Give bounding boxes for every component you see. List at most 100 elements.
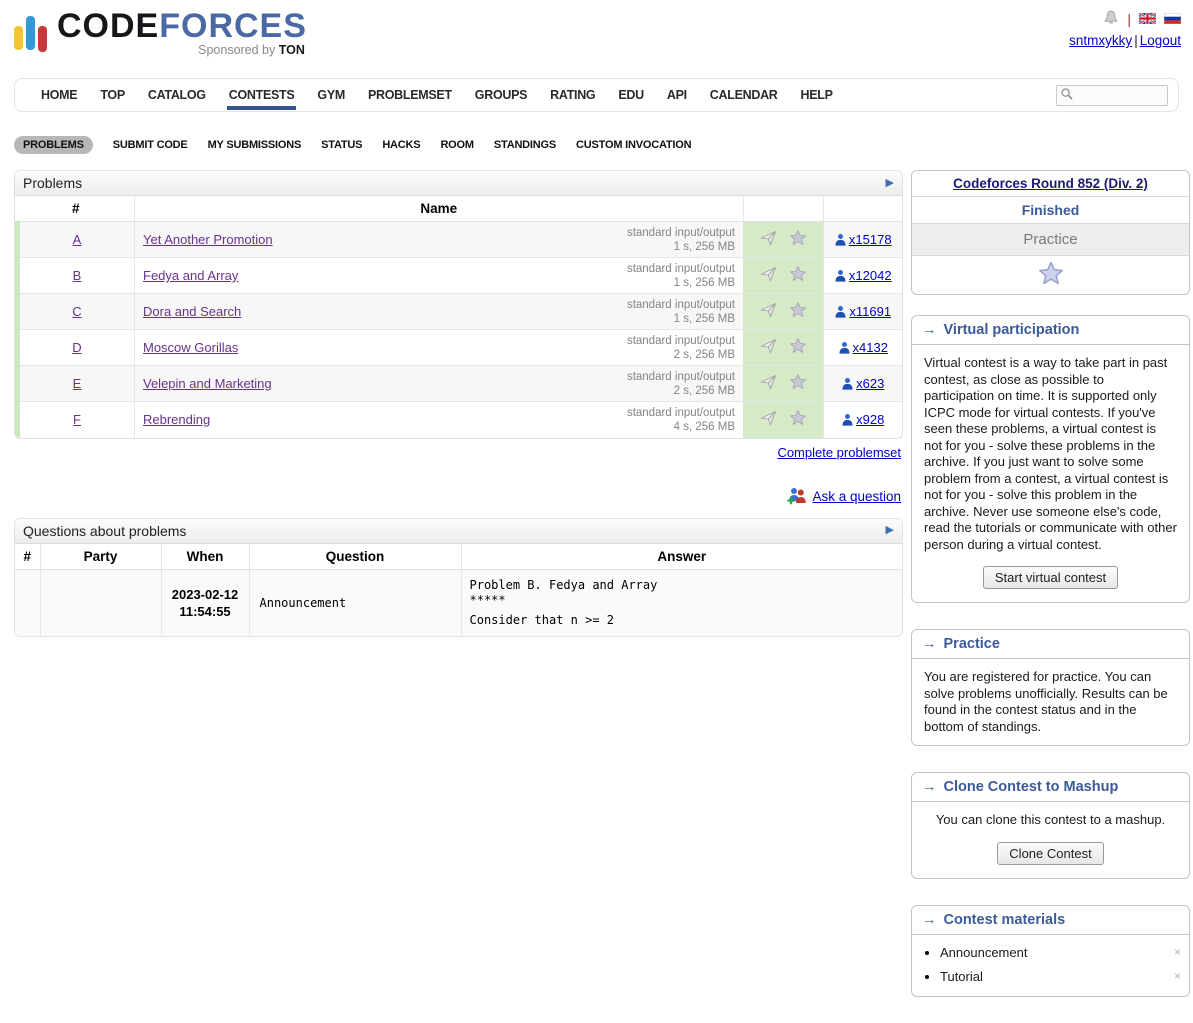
nav-item-contests[interactable]: CONTESTS <box>226 88 297 110</box>
solved-count-link[interactable]: x12042 <box>848 268 892 283</box>
problem-limits: standard input/output 1 s, 256 MB <box>626 298 735 325</box>
problem-index-link[interactable]: E <box>72 376 82 391</box>
clone-contest-text: You can clone this contest to a mashup. <box>935 812 1166 827</box>
nav-item-edu[interactable]: EDU <box>618 88 644 102</box>
subnav-room[interactable]: ROOM <box>440 139 474 151</box>
submit-plane-icon[interactable] <box>760 265 778 286</box>
subnav-custom-invocation[interactable]: CUSTOM INVOCATION <box>576 139 692 151</box>
problem-name-link[interactable]: Velepin and Marketing <box>143 376 272 391</box>
nav-item-rating[interactable]: RATING <box>550 88 596 102</box>
favorite-star-icon[interactable] <box>789 337 806 357</box>
submit-plane-icon[interactable] <box>760 337 778 358</box>
material-announcement-link[interactable]: Announcement <box>940 944 1028 960</box>
ask-question-link[interactable]: Ask a question <box>812 489 901 504</box>
nav-item-groups[interactable]: GROUPS <box>474 88 528 102</box>
contest-materials-title: Contest materials <box>943 911 1066 928</box>
subnav-hacks[interactable]: HACKS <box>382 139 421 151</box>
virtual-participation-text: Virtual contest is a way to take part in… <box>924 355 1177 552</box>
virtual-participation-title: Virtual participation <box>943 322 1080 338</box>
questions-col-answer: Answer <box>460 543 902 570</box>
problem-name-link[interactable]: Dora and Search <box>143 304 242 319</box>
nav-item-calendar[interactable]: CALENDAR <box>709 88 778 102</box>
questions-filter-arrow-icon[interactable]: ▶ <box>885 524 894 536</box>
nav-item-api[interactable]: API <box>666 88 687 102</box>
submit-plane-icon[interactable] <box>760 229 778 250</box>
favorite-star-icon[interactable] <box>789 301 806 321</box>
subnav-status[interactable]: STATUS <box>321 139 363 151</box>
nav-item-top[interactable]: TOP <box>100 88 125 102</box>
submit-plane-icon[interactable] <box>760 301 778 322</box>
problem-name-link[interactable]: Moscow Gorillas <box>143 340 239 355</box>
problem-name-link[interactable]: Fedya and Array <box>143 268 239 283</box>
problem-row: E Velepin and Marketing standard input/ou… <box>15 365 902 402</box>
problem-name-link[interactable]: Rebrending <box>143 412 211 428</box>
clone-contest-title: Clone Contest to Mashup <box>943 779 1119 795</box>
contest-favorite-star-icon[interactable] <box>1038 261 1064 289</box>
contest-title-link[interactable]: Codeforces Round 852 (Div. 2) <box>953 176 1148 191</box>
solved-count-link[interactable]: x4132 <box>852 340 888 355</box>
search-input[interactable] <box>1074 87 1162 104</box>
nav-item-gym[interactable]: GYM <box>317 88 345 102</box>
notification-bell-icon[interactable] <box>1103 10 1119 29</box>
problem-row: A Yet Another Promotion standard input/ou… <box>15 221 902 258</box>
question-answer: Problem B. Fedya and Array ***** Conside… <box>460 568 902 636</box>
start-virtual-contest-button[interactable]: Start virtual contest <box>982 566 1119 589</box>
logout-link[interactable]: Logout <box>1139 33 1181 48</box>
questions-col-when: When <box>160 543 249 570</box>
codeforces-logo-link[interactable]: CODEFORCES Sponsored by TON <box>14 8 307 78</box>
username-link[interactable]: sntmxykky <box>1069 33 1133 48</box>
problems-filter-arrow-icon[interactable]: ▶ <box>885 176 894 189</box>
submit-plane-icon[interactable] <box>760 409 778 430</box>
subnav-problems[interactable]: PROBLEMS <box>14 136 93 154</box>
problem-name-link[interactable]: Yet Another Promotion <box>143 232 273 247</box>
problems-col-solved <box>822 196 902 222</box>
favorite-star-icon[interactable] <box>789 373 806 393</box>
subnav-my-submissions[interactable]: MY SUBMISSIONS <box>207 139 302 151</box>
practice-box: → Practice You are registered for practi… <box>911 629 1190 746</box>
logo-wordmark: CODEFORCES <box>57 7 307 45</box>
nav-item-home[interactable]: HOME <box>41 88 78 102</box>
questions-table: # Party When Question Answer 2023-02-12 … <box>15 543 902 636</box>
page-header: CODEFORCES Sponsored by TON | <box>0 0 1193 78</box>
problem-index-link[interactable]: D <box>72 340 82 355</box>
ask-question-people-icon <box>787 486 807 508</box>
close-icon[interactable]: × <box>1173 944 1181 959</box>
problem-limits: standard input/output 2 s, 256 MB <box>626 370 735 397</box>
clone-contest-button[interactable]: Clone Contest <box>997 841 1104 865</box>
contest-info-box: Codeforces Round 852 (Div. 2) Finished P… <box>911 170 1190 295</box>
virtual-participation-box: → Virtual participation Virtual contest … <box>911 315 1190 603</box>
close-icon[interactable]: × <box>1173 968 1181 983</box>
nav-item-problemset[interactable]: PROBLEMSET <box>367 88 452 102</box>
problem-index-link[interactable]: C <box>72 304 82 319</box>
submit-plane-icon[interactable] <box>760 373 778 394</box>
favorite-star-icon[interactable] <box>789 265 806 285</box>
material-tutorial-link[interactable]: Tutorial <box>940 968 983 984</box>
favorite-star-icon[interactable] <box>789 410 806 429</box>
contest-status: Finished <box>912 197 1189 224</box>
complete-problemset-link[interactable]: Complete problemset <box>777 444 901 460</box>
questions-panel-title: Questions about problems <box>23 522 187 539</box>
problems-panel-title: Problems <box>23 175 83 191</box>
favorite-star-icon[interactable] <box>789 229 806 249</box>
subnav-standings[interactable]: STANDINGS <box>493 139 557 151</box>
question-index <box>15 568 40 636</box>
questions-col-question: Question <box>248 543 461 570</box>
problem-index-link[interactable]: A <box>72 232 82 247</box>
solved-count-link[interactable]: x15178 <box>848 232 892 247</box>
problem-index-link[interactable]: B <box>72 268 82 283</box>
language-russian-flag-icon[interactable] <box>1163 12 1182 27</box>
material-item-tutorial: Tutorial × <box>940 969 1189 984</box>
solved-count-link[interactable]: x11691 <box>849 304 892 319</box>
problems-panel: Problems ▶ # Name A Yet Another P <box>14 170 903 439</box>
subnav-submit-code[interactable]: SUBMIT CODE <box>112 139 188 151</box>
user-links-separator: | <box>1134 33 1138 48</box>
question-row: 2023-02-12 11:54:55 Announcement Problem… <box>15 568 902 636</box>
nav-item-catalog[interactable]: CATALOG <box>147 88 206 102</box>
solved-count-link[interactable]: x623 <box>856 376 885 391</box>
problem-index-link[interactable]: F <box>73 412 81 428</box>
solved-person-icon <box>834 232 847 247</box>
language-english-flag-icon[interactable] <box>1138 11 1157 27</box>
nav-item-help[interactable]: HELP <box>800 88 833 102</box>
questions-col-index: # <box>15 543 40 570</box>
solved-count-link[interactable]: x928 <box>856 412 885 428</box>
